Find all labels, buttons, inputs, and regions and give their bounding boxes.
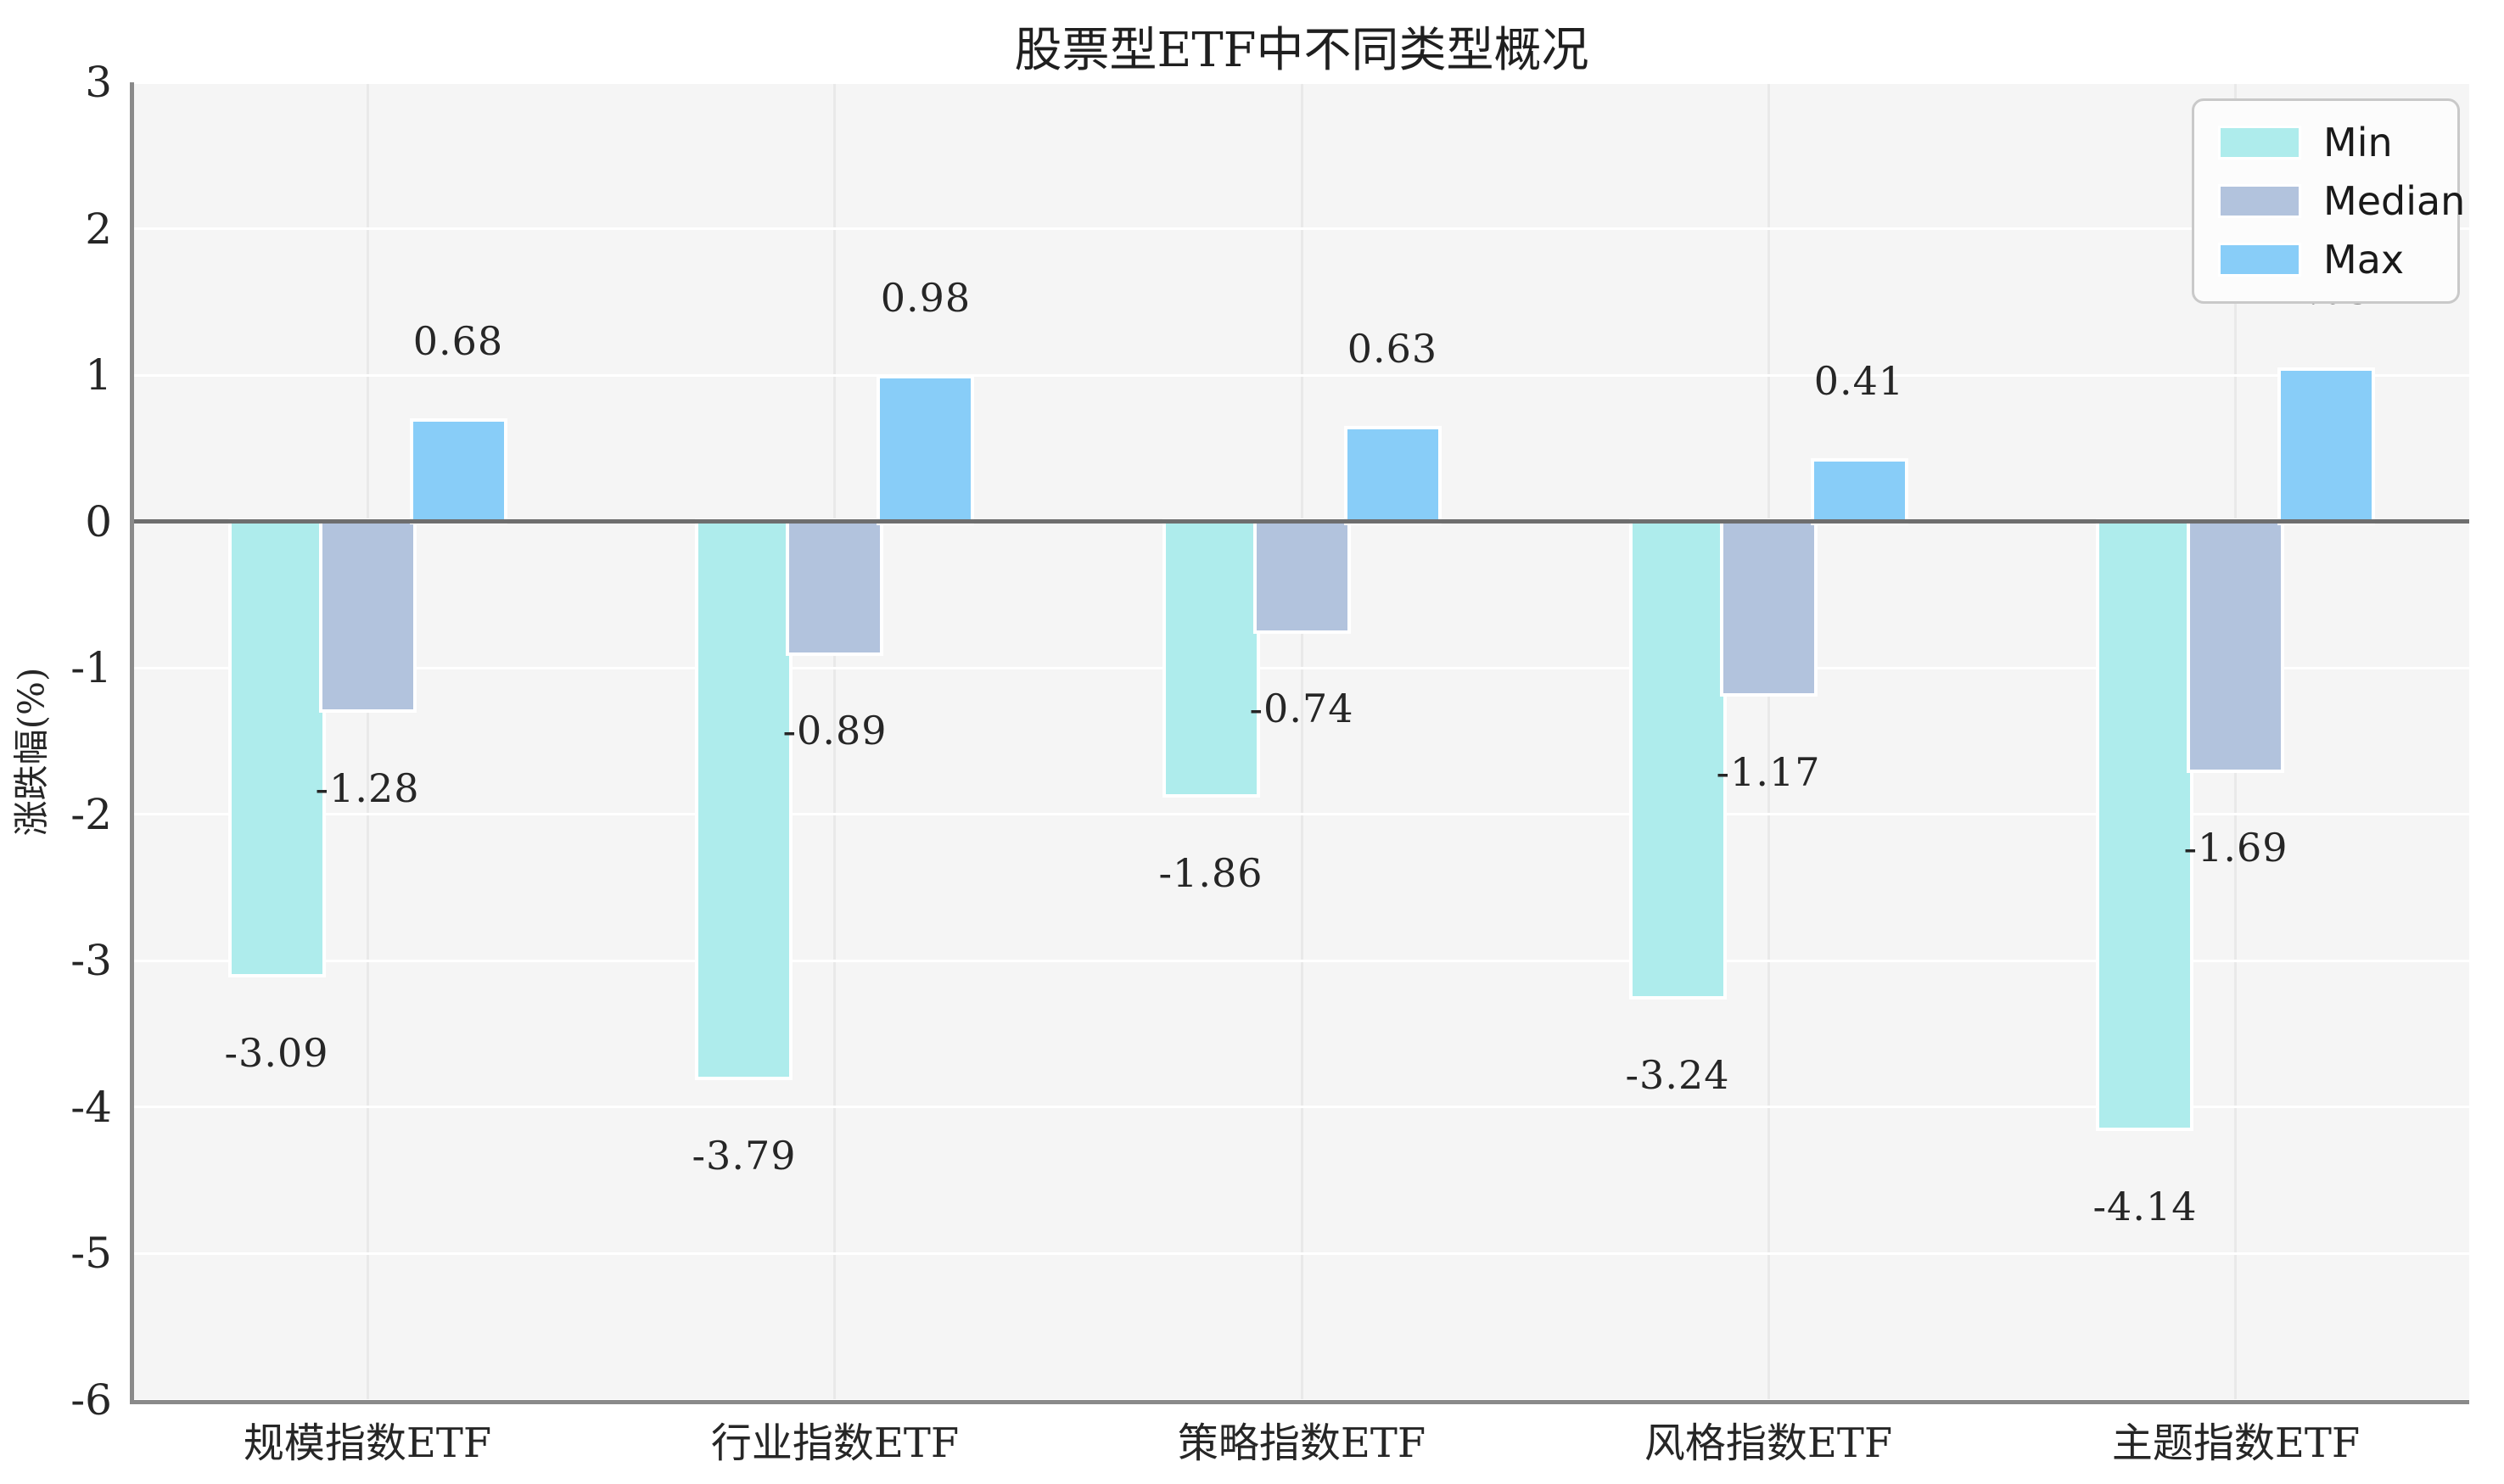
bar-value-label: 0.41 [1813,358,1905,404]
y-tick-label: 3 [85,58,112,107]
bar-value-label: -1.86 [1158,850,1263,896]
bar-median-4 [1720,518,1818,697]
legend-item-max: Max [2218,238,2434,281]
horizontal-gridline [134,81,2469,84]
horizontal-gridline [134,667,2469,669]
legend: Min Median Max [2192,98,2465,304]
y-tick-label: -3 [70,936,112,985]
legend-label: Median [2323,178,2466,224]
y-tick-label: 0 [85,497,112,546]
legend-swatch-median [2218,184,2301,218]
x-tick-label: 主题指数ETF [2111,1420,2361,1467]
bar-max-3 [1344,426,1442,525]
chart-title: 股票型ETF中不同类型概况 [1014,23,1589,78]
annotation-layer: -3.09 -1.28 0.68 -3.79 -0.89 0.98 -1.86 -0.74 0.… [134,82,2469,1400]
legend-swatch-max [2218,243,2301,277]
bar-value-label: -0.74 [1249,686,1354,731]
bar-value-label: -0.89 [782,708,888,753]
y-tick-label: 2 [85,204,112,254]
horizontal-gridline [134,227,2469,230]
bar-median-5 [2187,518,2284,773]
bar-median-2 [786,518,883,656]
legend-item-min: Min [2218,121,2434,164]
grid-layer [134,81,2469,1402]
vertical-gridline [1301,82,1303,1400]
horizontal-gridline [134,813,2469,815]
legend-label: Max [2323,237,2405,283]
bar-min-4 [1629,518,1727,1000]
bar-value-label: 0.98 [880,275,972,321]
x-tick-label: 行业指数ETF [710,1420,960,1467]
bar-max-5 [2277,367,2375,525]
bar-min-5 [2096,518,2193,1131]
y-tick-label: -1 [70,643,112,692]
y-tick-label: -2 [70,790,112,839]
zero-axis-line [134,519,2469,524]
vertical-gridline [367,82,369,1400]
bar-median-1 [319,518,417,713]
x-tick-label: 风格指数ETF [1644,1420,1893,1467]
bar-max-1 [410,418,507,524]
horizontal-gridline [134,1252,2469,1255]
bar-value-label: -3.24 [1625,1052,1730,1098]
vertical-gridline [1767,82,1770,1400]
bar-value-label: -3.09 [224,1030,329,1076]
bar-median-3 [1253,518,1351,634]
bar-value-label: -1.69 [2183,825,2288,871]
bar-min-3 [1162,518,1260,798]
bar-max-4 [1811,458,1908,525]
bar-value-label: -4.14 [2092,1184,2198,1229]
horizontal-gridline [134,1106,2469,1108]
y-tick-label: -5 [70,1229,112,1278]
left-axis-spine [130,82,134,1404]
x-tick-label: 策略指数ETF [1177,1420,1426,1467]
vertical-gridline [833,82,836,1400]
bar-value-label: 0.63 [1347,326,1438,372]
bar-value-label: -3.79 [692,1133,797,1179]
bottom-axis-spine [130,1400,2469,1404]
bar-value-label: -1.17 [1716,749,1821,795]
bar-value-label: -1.28 [315,765,420,811]
legend-swatch-min [2218,126,2301,160]
bar-min-2 [695,518,793,1080]
plot-area: -3.09 -1.28 0.68 -3.79 -0.89 0.98 -1.86 -0.74 0.… [134,81,2469,1402]
y-tick-label: -4 [70,1083,112,1132]
bar-max-2 [877,375,974,525]
x-tick-label: 规模指数ETF [243,1420,492,1467]
legend-label: Min [2323,120,2393,165]
bar-min-1 [228,518,326,977]
y-tick-label: -6 [70,1375,112,1425]
horizontal-gridline [134,374,2469,377]
bar-value-label: 0.68 [412,318,504,364]
y-tick-label: 1 [85,350,112,400]
legend-item-median: Median [2218,180,2465,222]
horizontal-gridline [134,960,2469,962]
